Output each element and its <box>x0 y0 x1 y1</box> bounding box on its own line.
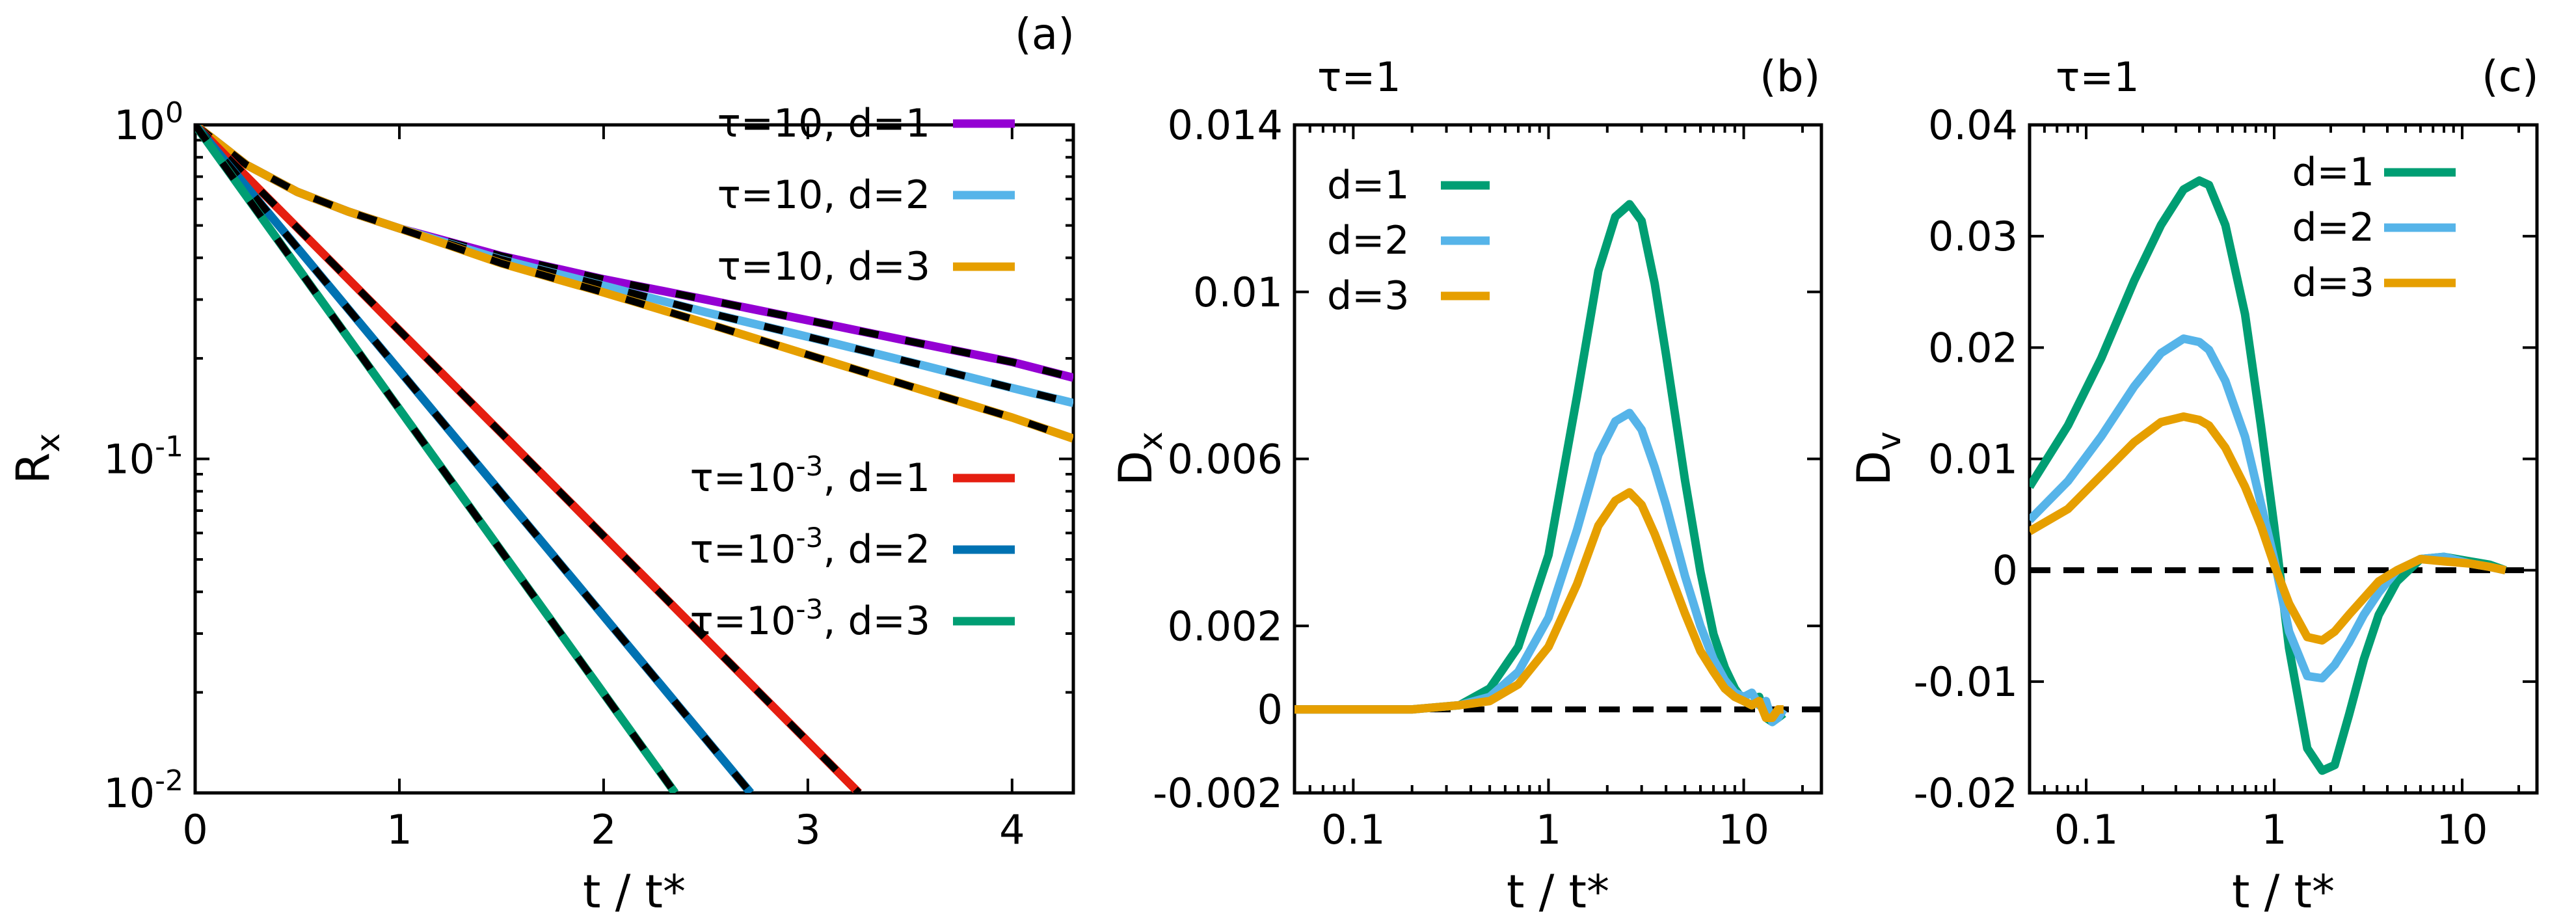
x-tick-label: 0.1 <box>1321 806 1386 853</box>
panel-b-ylabel: Dx <box>1109 431 1170 486</box>
series-line-τ=10, d=1 <box>195 125 1073 382</box>
series-line-d=2 <box>1295 408 1788 727</box>
y-tick-label: -0.01 <box>1914 658 2018 706</box>
panel-c-frame <box>2028 123 2539 795</box>
series-line-d=3 <box>1295 488 1784 722</box>
panel-c-label: (c) <box>2482 51 2539 101</box>
svg-text:Dx: Dx <box>1109 431 1170 486</box>
panel-b-xlabel: t / t* <box>1507 865 1609 918</box>
series-line-d=2 <box>2030 334 2506 683</box>
panel-a-frame <box>193 123 1075 795</box>
series-fit-τ=10, d=1 <box>195 125 1073 382</box>
legend-entry-label: d=2 <box>2292 205 2374 250</box>
legend-entry-label: τ=10, d=1 <box>718 101 930 146</box>
y-tick-label: 0.02 <box>1928 324 2018 371</box>
legend-entry-label: d=1 <box>1327 163 1410 208</box>
series-line-τ=10, d=2 <box>195 125 1073 407</box>
x-tick-label: 0 <box>182 806 208 853</box>
panel-c-xlabel: t / t* <box>2232 865 2335 918</box>
svg-text:Dv: Dv <box>1847 431 1908 486</box>
y-tick-label: 0.002 <box>1168 602 1283 650</box>
y-tick-label: -0.002 <box>1153 769 1283 817</box>
panel-c-ticks: 0.1 1 10 0.04 0.03 0.02 0.01 0 -0.01 -0.02 <box>1914 101 2537 853</box>
panel-a-label: (a) <box>1015 9 1075 59</box>
x-tick-label: 10 <box>2437 806 2488 853</box>
panel-a: 0 1 2 3 4 100 10-1 10-2 (a) t / t* Rx τ=10, d=1… <box>7 9 1075 918</box>
x-tick-label: 4 <box>999 806 1025 853</box>
y-tick-label: 0.03 <box>1928 213 2018 260</box>
legend-entry-label: d=2 <box>1327 218 1410 263</box>
svg-text:Rx: Rx <box>7 433 67 484</box>
legend-entry-label: τ=10-3, d=1 <box>690 450 930 501</box>
y-tick-label: 0 <box>1992 547 2018 595</box>
panel-c-ylabel: Dv <box>1847 431 1908 486</box>
legend-entry-label: τ=10-3, d=2 <box>690 522 930 572</box>
y-tick-label: 0.04 <box>1928 101 2018 149</box>
x-tick-label: 10 <box>1718 806 1769 853</box>
x-tick-label: 2 <box>591 806 616 853</box>
panel-a-ticks: 0 1 2 3 4 100 10-1 10-2 <box>103 96 1073 853</box>
y-tick-label: 0.006 <box>1168 436 1283 483</box>
legend-entry-label: τ=10, d=2 <box>718 172 930 218</box>
legend-entry-label: τ=10-3, d=3 <box>690 593 930 644</box>
x-tick-label: 1 <box>2261 806 2287 853</box>
y-tick-label: -0.02 <box>1914 769 2018 817</box>
x-tick-label: 3 <box>795 806 820 853</box>
y-tick-label: 0.01 <box>1193 269 1283 316</box>
x-tick-label: 1 <box>386 806 412 853</box>
panel-b-header: τ=1 <box>1317 53 1401 101</box>
series-fit-τ=10^-3, d=2 <box>195 125 754 793</box>
panel-c-legend: d=1 d=2 d=3 <box>2292 150 2456 306</box>
series-line-τ=10^-3, d=3 <box>195 125 679 793</box>
panel-a-xlabel: t / t* <box>583 865 686 918</box>
legend-entry-label: d=3 <box>1327 273 1410 319</box>
y-tick-label: 100 <box>114 96 183 149</box>
panel-b: 0.1 1 10 0.014 0.01 0.006 0.002 0 -0.002 τ=1 (b)… <box>1109 51 1823 918</box>
series-fit-τ=10, d=2 <box>195 125 1073 407</box>
series-fit-τ=10, d=3 <box>195 125 1073 442</box>
series-line-d=3 <box>2030 412 2506 645</box>
panel-a-ylabel: Rx <box>7 433 67 484</box>
y-tick-label: 10-1 <box>103 431 183 483</box>
panel-c-header: τ=1 <box>2056 53 2140 101</box>
legend-entry-label: d=3 <box>2292 260 2374 306</box>
legend-entry-label: d=1 <box>2292 150 2374 195</box>
panel-c-curves <box>2030 176 2537 775</box>
x-tick-label: 0.1 <box>2054 806 2119 853</box>
panel-b-legend: d=1 d=2 d=3 <box>1327 163 1490 319</box>
x-tick-label: 1 <box>1536 806 1561 853</box>
panel-a-curves <box>195 125 1073 793</box>
series-fit-τ=10^-3, d=1 <box>195 125 862 793</box>
panel-b-curves <box>1295 200 1821 727</box>
y-tick-label: 0 <box>1257 686 1283 734</box>
y-tick-label: 10-2 <box>103 764 183 817</box>
panel-a-legend: τ=10, d=1 τ=10, d=2 τ=10, d=3 τ=10-3, d=1 τ=… <box>690 101 1015 644</box>
y-tick-label: 0.014 <box>1168 101 1283 149</box>
y-tick-label: 0.01 <box>1928 436 2018 483</box>
panel-b-label: (b) <box>1760 51 1820 101</box>
panel-c: 0.1 1 10 0.04 0.03 0.02 0.01 0 -0.01 -0.02 τ=1 (c… <box>1847 51 2539 918</box>
panel-b-ticks: 0.1 1 10 0.014 0.01 0.006 0.002 0 -0.002 <box>1153 101 1821 853</box>
legend-entry-label: τ=10, d=3 <box>718 244 930 289</box>
